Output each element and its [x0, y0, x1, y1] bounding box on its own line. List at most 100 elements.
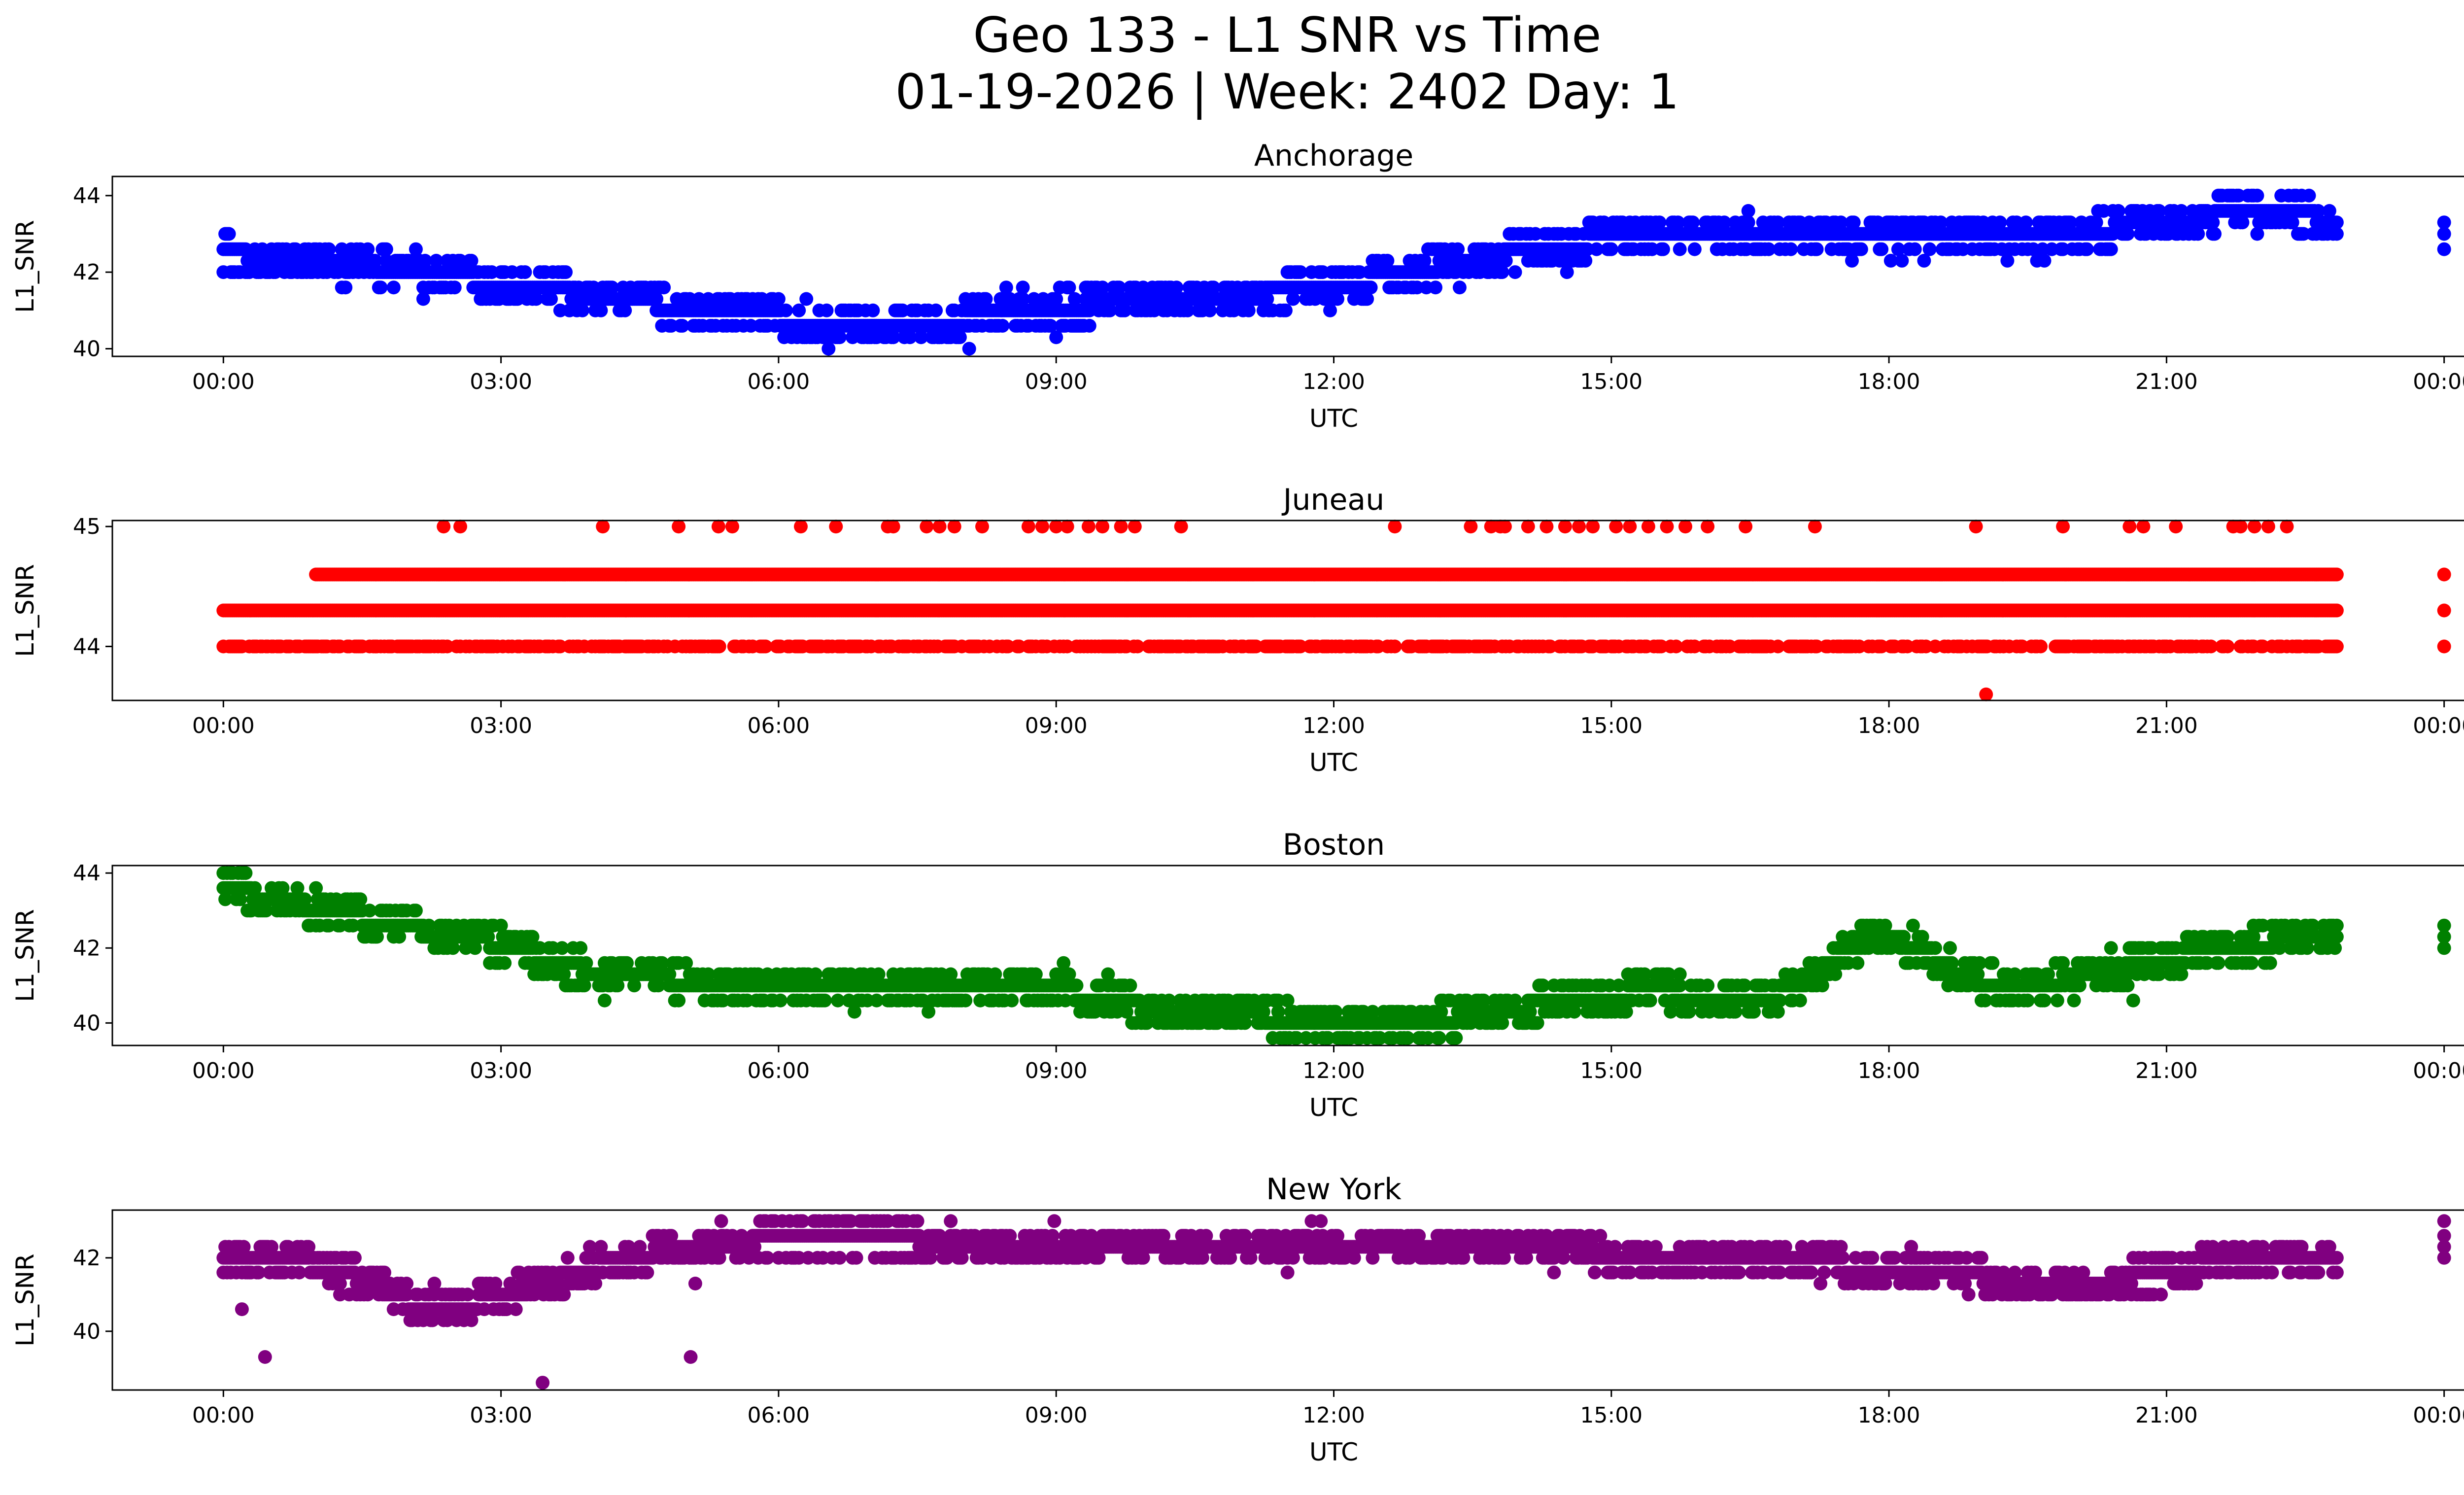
data-point: [2174, 204, 2189, 218]
data-point: [2235, 215, 2250, 230]
data-point: [1847, 215, 1861, 230]
x-tick-label: 06:00: [748, 369, 810, 394]
data-point: [2080, 242, 2094, 256]
data-point: [1589, 242, 1604, 256]
data-point: [1641, 520, 1655, 534]
data-point: [1112, 280, 1126, 295]
data-point: [1118, 303, 1132, 317]
data-point: [1082, 318, 1096, 333]
data-point: [1452, 280, 1467, 295]
y-axis-label: L1_SNR: [11, 220, 39, 313]
data-point: [947, 520, 961, 534]
data-point: [1771, 215, 1785, 230]
data-point: [2322, 204, 2336, 218]
data-point: [2104, 242, 2118, 256]
data-point: [929, 303, 943, 317]
data-point: [1206, 280, 1221, 295]
data-point: [1081, 520, 1095, 534]
data-point: [1021, 520, 1035, 534]
data-point: [1260, 292, 1274, 306]
data-point: [1652, 215, 1667, 230]
data-point: [447, 280, 462, 295]
data-point: [1687, 242, 1702, 256]
data-point: [1364, 280, 1378, 295]
data-point: [2152, 204, 2166, 218]
data-point: [2285, 215, 2299, 230]
data-point: [725, 520, 739, 534]
data-point: [1174, 520, 1188, 534]
data-point: [2136, 520, 2151, 534]
data-point: [2191, 227, 2205, 241]
data-point: [1035, 520, 1049, 534]
data-point: [1891, 242, 1905, 256]
data-point: [1834, 215, 1848, 230]
x-tick-label: 18:00: [1858, 713, 1920, 738]
data-point: [2280, 520, 2294, 534]
data-point: [1660, 520, 1674, 534]
data-point: [1741, 215, 1755, 230]
data-point: [2329, 567, 2344, 582]
data-point: [799, 292, 814, 306]
x-tick-label: 06:00: [748, 713, 810, 738]
data-point: [2169, 520, 2183, 534]
data-point: [1784, 242, 1798, 256]
chart-title-line1: Geo 133 - L1 SNR vs Time: [973, 7, 1602, 64]
data-point: [712, 639, 726, 654]
data-point: [2206, 215, 2220, 230]
data-point: [2437, 242, 2451, 256]
data-point: [1484, 520, 1498, 534]
data-point: [1498, 520, 1512, 534]
data-point: [1451, 242, 1465, 256]
data-point: [1388, 520, 1402, 534]
data-point: [379, 242, 393, 256]
data-point: [1508, 265, 1522, 279]
x-tick-label: 00:00: [2413, 369, 2464, 394]
data-point: [1380, 253, 1395, 268]
data-point: [886, 520, 900, 534]
y-tick-label: 45: [73, 514, 101, 539]
data-point: [975, 520, 989, 534]
data-point: [1572, 520, 1586, 534]
data-point: [2208, 227, 2222, 241]
data-point: [1049, 292, 1063, 306]
data-point: [2111, 204, 2125, 218]
data-point: [2034, 639, 2048, 654]
data-point: [429, 253, 444, 268]
data-point: [2250, 227, 2264, 241]
data-point: [650, 292, 664, 306]
data-point: [979, 292, 993, 306]
data-point: [1128, 520, 1142, 534]
data-point: [1286, 292, 1300, 306]
data-point: [1560, 265, 1574, 279]
data-point: [1854, 242, 1868, 256]
x-tick-label: 00:00: [192, 369, 255, 394]
x-tick-label: 21:00: [2135, 713, 2198, 738]
data-point: [1558, 520, 1572, 534]
scatter-series: [216, 520, 2451, 701]
data-point: [771, 292, 786, 306]
data-point: [2056, 520, 2070, 534]
x-axis-label: UTC: [1309, 748, 1358, 777]
y-tick-label: 40: [73, 336, 101, 361]
data-point: [1739, 520, 1753, 534]
data-point: [1762, 242, 1776, 256]
data-point: [1202, 303, 1217, 317]
data-point: [1993, 215, 2007, 230]
y-tick-label: 44: [73, 634, 101, 660]
data-point: [2089, 215, 2103, 230]
data-point: [1169, 280, 1184, 295]
data-point: [594, 303, 608, 317]
data-point: [675, 318, 689, 333]
x-tick-label: 12:00: [1302, 369, 1365, 394]
data-point: [1979, 687, 1993, 701]
x-tick-label: 12:00: [1302, 713, 1365, 738]
data-point: [453, 520, 467, 534]
data-point: [1062, 280, 1076, 295]
data-point: [1895, 253, 1909, 268]
data-point: [1464, 520, 1478, 534]
data-point: [2247, 520, 2261, 534]
data-point: [2437, 639, 2451, 654]
data-point: [1673, 242, 1687, 256]
data-point: [920, 520, 934, 534]
data-point: [339, 280, 353, 295]
